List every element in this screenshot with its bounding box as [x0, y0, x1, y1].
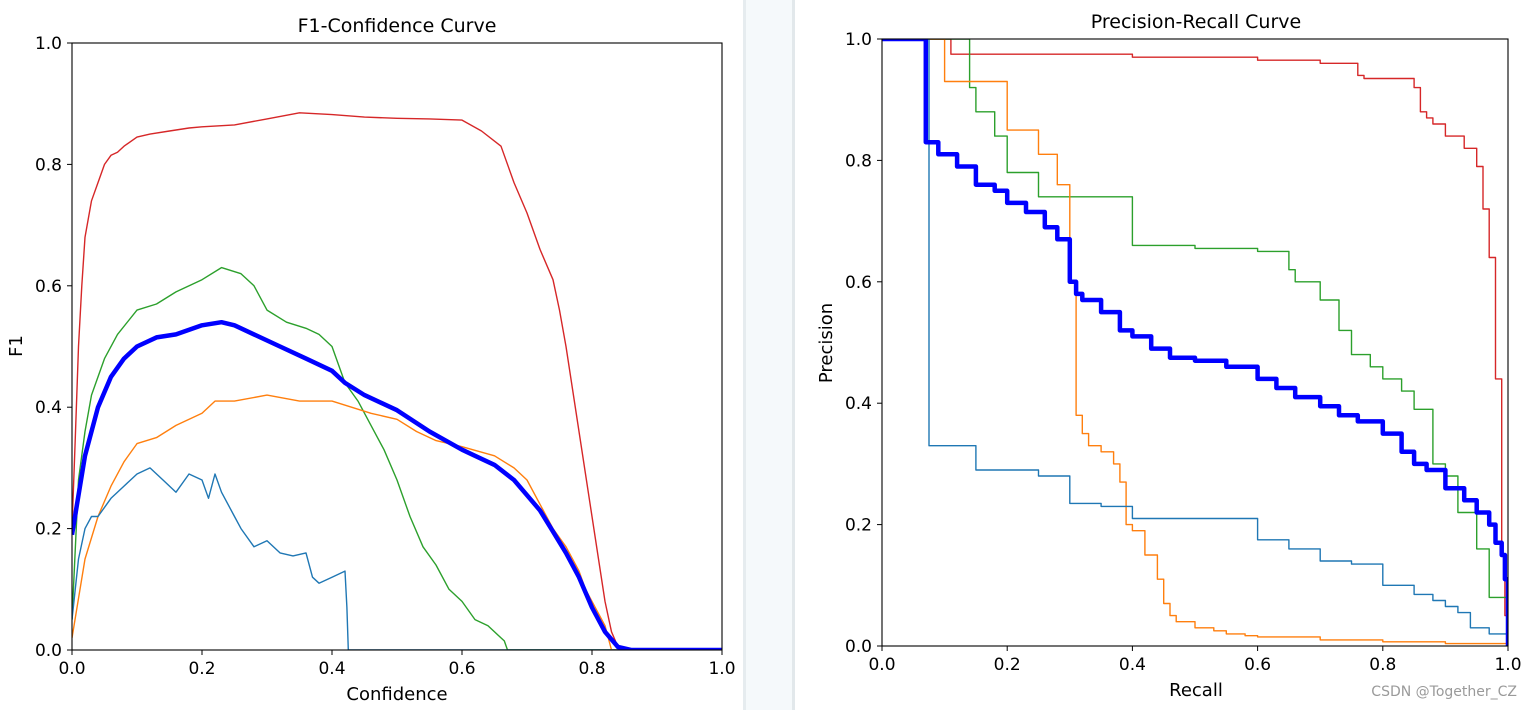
x-tick-label: 0.0	[58, 659, 85, 679]
y-tick-label: 0.4	[35, 398, 62, 418]
y-tick-label: 0.2	[35, 520, 62, 540]
f1-confidence-chart: F1-Confidence Curve Confidence F1 0.0 0.2…	[6, 15, 736, 705]
y-tick-label: 1.0	[845, 30, 872, 50]
series-line-class-orange	[72, 394, 722, 650]
y-tick-label: 0.6	[845, 273, 872, 293]
y-tick-label: 0.6	[35, 277, 62, 297]
series-line-class-blue	[882, 39, 1508, 646]
x-tick-label: 0.4	[318, 659, 345, 679]
series-line-class-green	[882, 39, 1508, 646]
y-tick-label: 0.8	[845, 151, 872, 171]
chart-title: F1-Confidence Curve	[298, 15, 497, 37]
panel-divider-right	[792, 0, 795, 710]
x-tick-label: 1.0	[708, 659, 735, 679]
x-tick-label: 0.6	[1244, 655, 1271, 675]
series-line-class-red	[882, 39, 1508, 646]
series-group	[72, 112, 722, 650]
watermark: CSDN @Together_CZ	[1371, 684, 1517, 700]
series-line-all-classes	[882, 39, 1508, 646]
x-tick-label: 0.2	[188, 659, 215, 679]
chart-title: Precision-Recall Curve	[1091, 11, 1301, 33]
series-line-class-orange	[882, 39, 1508, 646]
plot-frame	[71, 42, 723, 651]
y-tick-label: 0.0	[35, 641, 62, 661]
y-tick-label: 0.4	[845, 394, 872, 414]
x-tick-label: 0.4	[1119, 655, 1146, 675]
x-tick-label: 1.0	[1494, 655, 1521, 675]
y-axis-label: F1	[6, 335, 27, 357]
x-axis-label: Confidence	[346, 684, 447, 705]
y-tick-label: 0.2	[845, 516, 872, 536]
panel-gap	[743, 0, 795, 710]
x-tick-label: 0.8	[1369, 655, 1396, 675]
x-tick-label: 0.0	[868, 655, 895, 675]
series-line-class-green	[72, 266, 722, 650]
x-tick-label: 0.2	[994, 655, 1021, 675]
x-axis-label: Recall	[1169, 680, 1223, 701]
y-axis-label: Precision	[816, 303, 837, 383]
panel-divider-left	[743, 0, 746, 710]
plot-frame	[881, 38, 1509, 647]
y-tick-label: 1.0	[35, 34, 62, 54]
series-line-class-blue	[72, 467, 722, 650]
precision-recall-chart: Precision-Recall Curve Recall Precision …	[816, 11, 1522, 701]
x-tick-label: 0.6	[448, 659, 475, 679]
x-tick-label: 0.8	[578, 659, 605, 679]
y-tick-label: 0.0	[845, 637, 872, 657]
y-tick-label: 0.8	[35, 155, 62, 175]
series-line-all-classes	[72, 319, 722, 650]
series-line-class-red	[72, 112, 722, 650]
series-group	[882, 39, 1508, 646]
